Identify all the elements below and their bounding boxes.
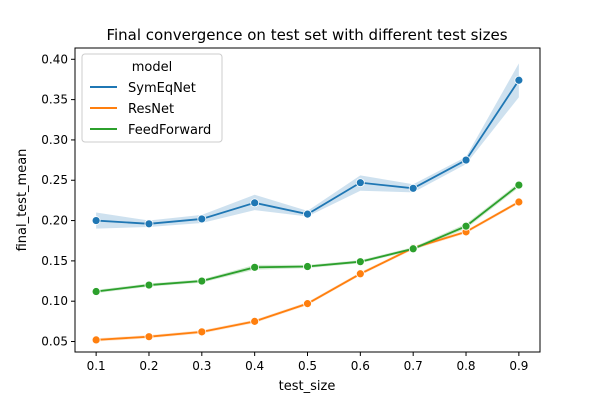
y-tick-label: 0.35 bbox=[41, 93, 68, 107]
data-point-feedforward bbox=[250, 262, 260, 272]
y-tick-label: 0.20 bbox=[41, 214, 68, 228]
data-point-feedforward bbox=[461, 221, 471, 231]
data-point-resnet bbox=[91, 335, 101, 345]
data-point-resnet bbox=[355, 269, 365, 279]
legend-entry-resnet: ResNet bbox=[90, 102, 174, 117]
legend-title: model bbox=[132, 60, 172, 75]
y-axis-label: final_test_mean bbox=[15, 149, 30, 252]
legend-label-feedforward: FeedForward bbox=[128, 123, 211, 138]
y-tick-label: 0.25 bbox=[41, 173, 68, 187]
data-point-resnet bbox=[197, 327, 207, 337]
x-tick-label: 0.4 bbox=[245, 359, 264, 373]
y-tick-label: 0.05 bbox=[41, 335, 68, 349]
data-point-resnet bbox=[144, 332, 154, 342]
data-point-feedforward bbox=[514, 180, 524, 190]
data-point-resnet bbox=[514, 197, 524, 207]
x-tick-label: 0.2 bbox=[139, 359, 158, 373]
data-point-feedforward bbox=[355, 257, 365, 267]
data-point-symeqnet bbox=[355, 178, 365, 188]
data-point-symeqnet bbox=[303, 209, 312, 219]
ci-band-feedforward bbox=[96, 182, 519, 294]
y-tick-label: 0.30 bbox=[41, 133, 68, 147]
legend-entry-symeqnet: SymEqNet bbox=[90, 81, 196, 96]
y-tick-label: 0.40 bbox=[41, 52, 68, 66]
x-tick-label: 0.1 bbox=[87, 359, 106, 373]
data-point-symeqnet bbox=[514, 75, 524, 85]
data-point-symeqnet bbox=[250, 198, 260, 208]
y-axis-ticks: 0.05 0.10 0.15 0.20 0.25 0.30 0.35 0.40 bbox=[41, 52, 75, 349]
x-tick-label: 0.6 bbox=[351, 359, 370, 373]
data-point-feedforward bbox=[303, 262, 312, 271]
data-point-symeqnet bbox=[197, 214, 207, 224]
x-tick-label: 0.3 bbox=[192, 359, 211, 373]
data-point-symeqnet bbox=[461, 155, 471, 165]
legend-label-resnet: ResNet bbox=[128, 102, 174, 117]
y-tick-label: 0.15 bbox=[41, 254, 68, 268]
legend: model SymEqNet ResNet FeedForward bbox=[81, 53, 223, 143]
legend-label-symeqnet: SymEqNet bbox=[128, 81, 196, 96]
legend-entry-feedforward: FeedForward bbox=[90, 123, 211, 138]
legend-box bbox=[81, 53, 223, 143]
x-axis-label: test_size bbox=[279, 379, 336, 394]
data-point-resnet bbox=[303, 299, 312, 309]
chart-title: Final convergence on test set with diffe… bbox=[106, 26, 507, 44]
data-point-feedforward bbox=[91, 287, 101, 296]
x-tick-label: 0.9 bbox=[509, 359, 528, 373]
data-point-symeqnet bbox=[91, 216, 101, 225]
data-point-feedforward bbox=[144, 280, 154, 290]
series-line-feedforward bbox=[96, 184, 520, 293]
data-point-resnet bbox=[250, 316, 260, 326]
data-point-feedforward bbox=[197, 276, 207, 286]
x-tick-label: 0.5 bbox=[298, 359, 317, 373]
x-axis-ticks: 0.1 0.2 0.3 0.4 0.5 0.6 0.7 0.8 0.9 bbox=[87, 352, 528, 373]
series-points bbox=[91, 75, 524, 345]
x-tick-label: 0.7 bbox=[404, 359, 423, 373]
y-tick-label: 0.10 bbox=[41, 294, 68, 308]
x-tick-label: 0.8 bbox=[456, 359, 475, 373]
data-point-feedforward bbox=[408, 244, 418, 254]
data-point-symeqnet bbox=[144, 219, 154, 229]
data-point-symeqnet bbox=[408, 183, 418, 193]
